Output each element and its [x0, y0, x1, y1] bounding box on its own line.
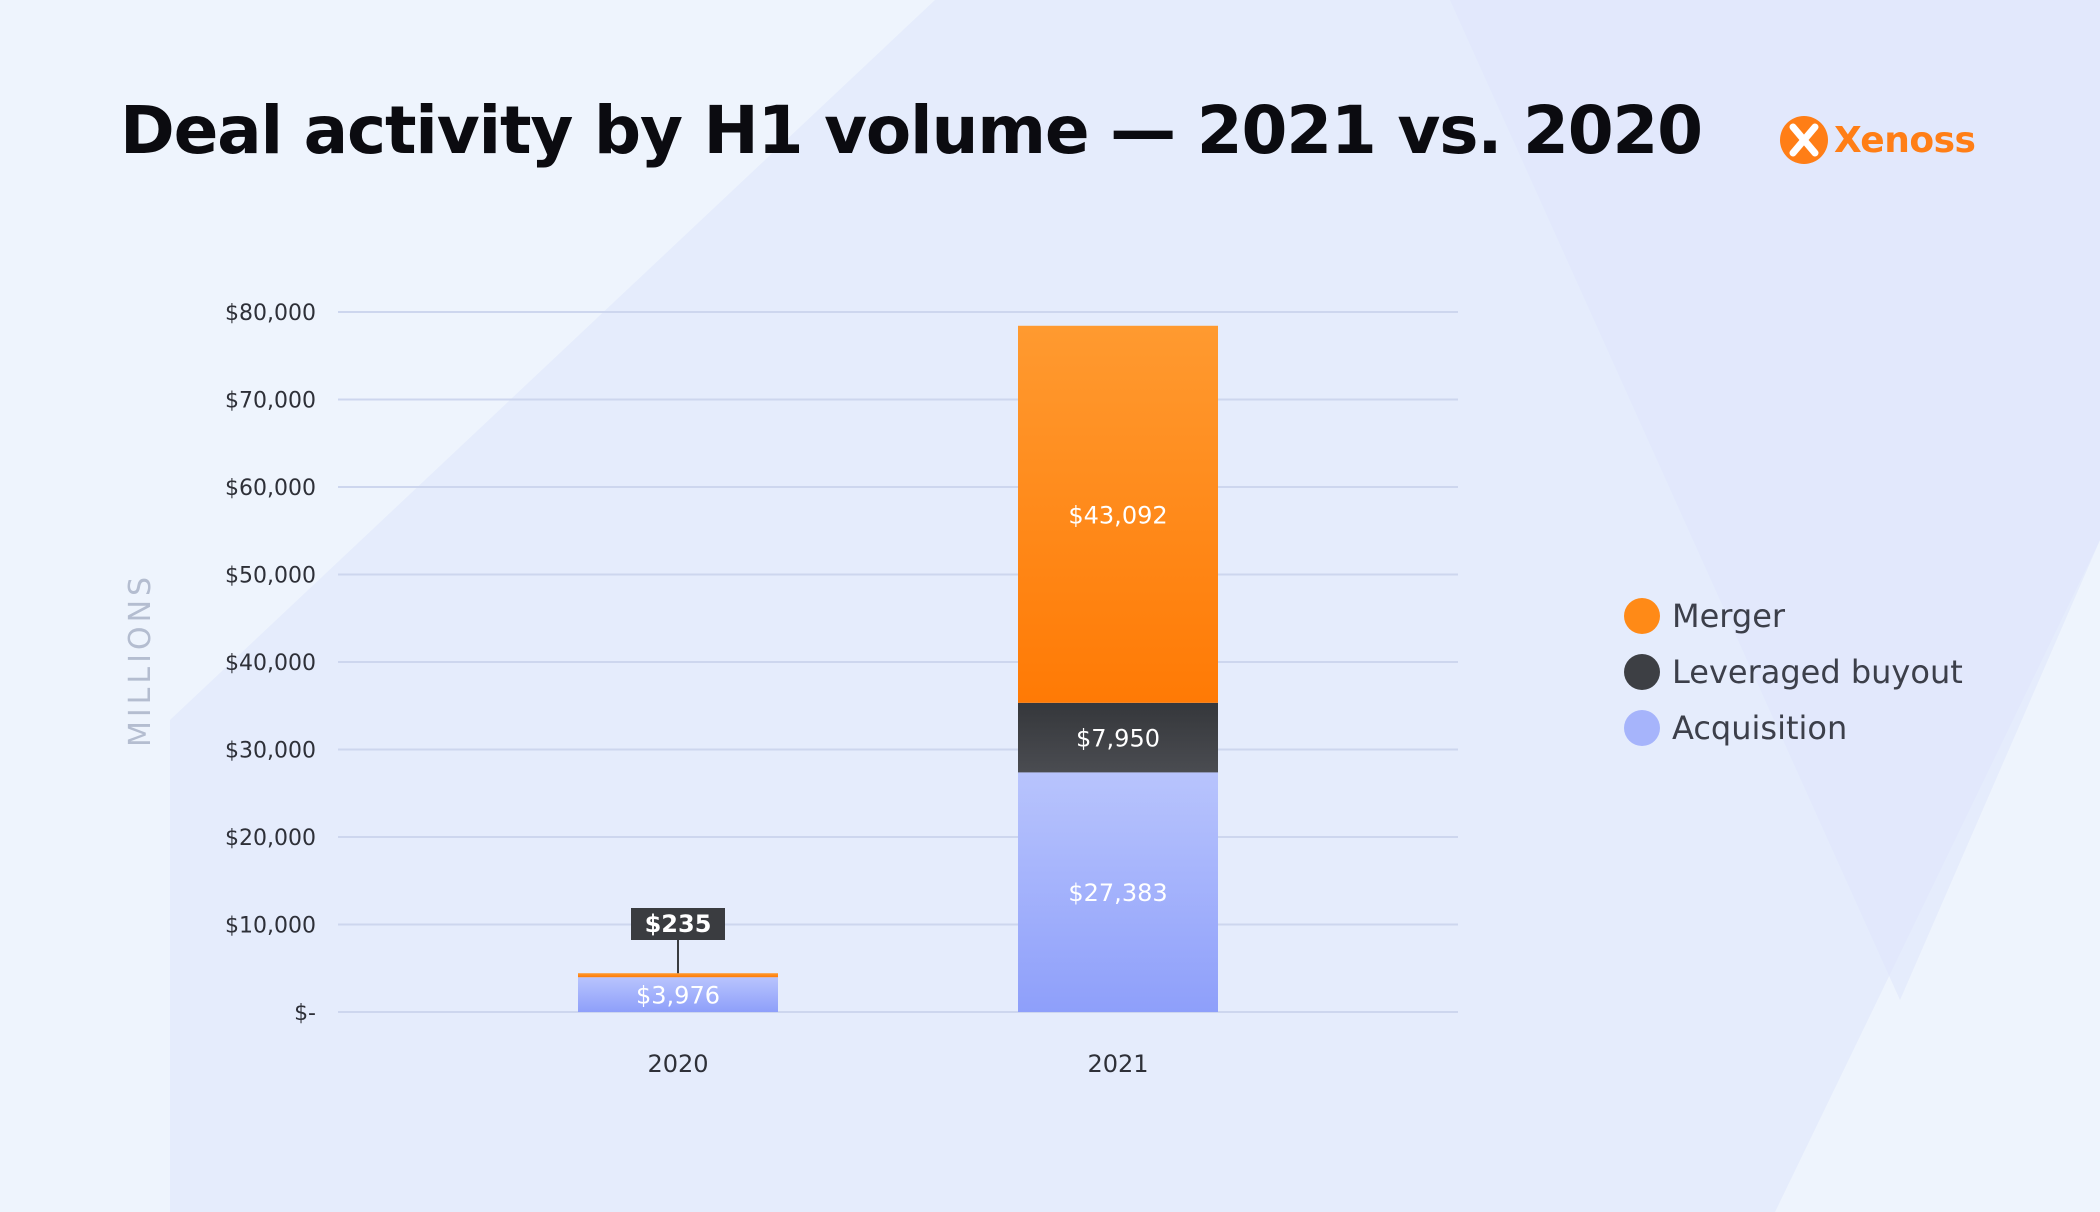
bar-segment-acquisition — [1018, 772, 1218, 1012]
x-tick-label: 2020 — [647, 1050, 708, 1078]
data-label: $7,950 — [1076, 725, 1160, 753]
legend-item-leveraged-buyout: Leveraged buyout — [1624, 644, 1963, 700]
data-label: $27,383 — [1068, 879, 1167, 907]
data-label-callout-box — [631, 908, 725, 940]
legend-label-leveraged-buyout: Leveraged buyout — [1672, 653, 1963, 691]
y-tick-label: $30,000 — [225, 739, 316, 764]
bar-segment-merger — [1018, 325, 1218, 703]
legend-item-acquisition: Acquisition — [1624, 700, 1963, 756]
bar-segment-merger — [578, 973, 778, 978]
legend-swatch-acquisition — [1624, 710, 1660, 746]
chart-title: Deal activity by H1 volume — 2021 vs. 20… — [120, 92, 1703, 169]
data-label: $235 — [645, 910, 712, 938]
brand-logo: Xenoss — [1778, 112, 1976, 168]
y-tick-label: $50,000 — [225, 564, 316, 589]
brand-name: Xenoss — [1834, 119, 1976, 161]
data-label: $3,976 — [636, 982, 720, 1010]
chart-legend: Merger Leveraged buyout Acquisition — [1624, 588, 1963, 756]
data-label: $43,092 — [1068, 501, 1167, 529]
y-tick-label: $10,000 — [225, 914, 316, 939]
y-tick-label: $60,000 — [225, 476, 316, 501]
y-tick-label: $20,000 — [225, 826, 316, 851]
bar-segment-leveraged-buyout — [1018, 702, 1218, 773]
x-tick-label: 2021 — [1087, 1050, 1148, 1078]
legend-swatch-merger — [1624, 598, 1660, 634]
legend-label-merger: Merger — [1672, 597, 1786, 635]
y-tick-label: $80,000 — [225, 301, 316, 326]
y-tick-label: $70,000 — [225, 389, 316, 414]
y-tick-label: $40,000 — [225, 651, 316, 676]
legend-label-acquisition: Acquisition — [1672, 709, 1848, 747]
legend-swatch-leveraged-buyout — [1624, 654, 1660, 690]
legend-item-merger: Merger — [1624, 588, 1963, 644]
x-circle-logo-icon — [1780, 116, 1828, 164]
bar-segment-acquisition — [578, 977, 778, 1012]
y-tick-label: $- — [294, 1001, 316, 1026]
y-axis-label: MILLIONS — [123, 573, 158, 747]
